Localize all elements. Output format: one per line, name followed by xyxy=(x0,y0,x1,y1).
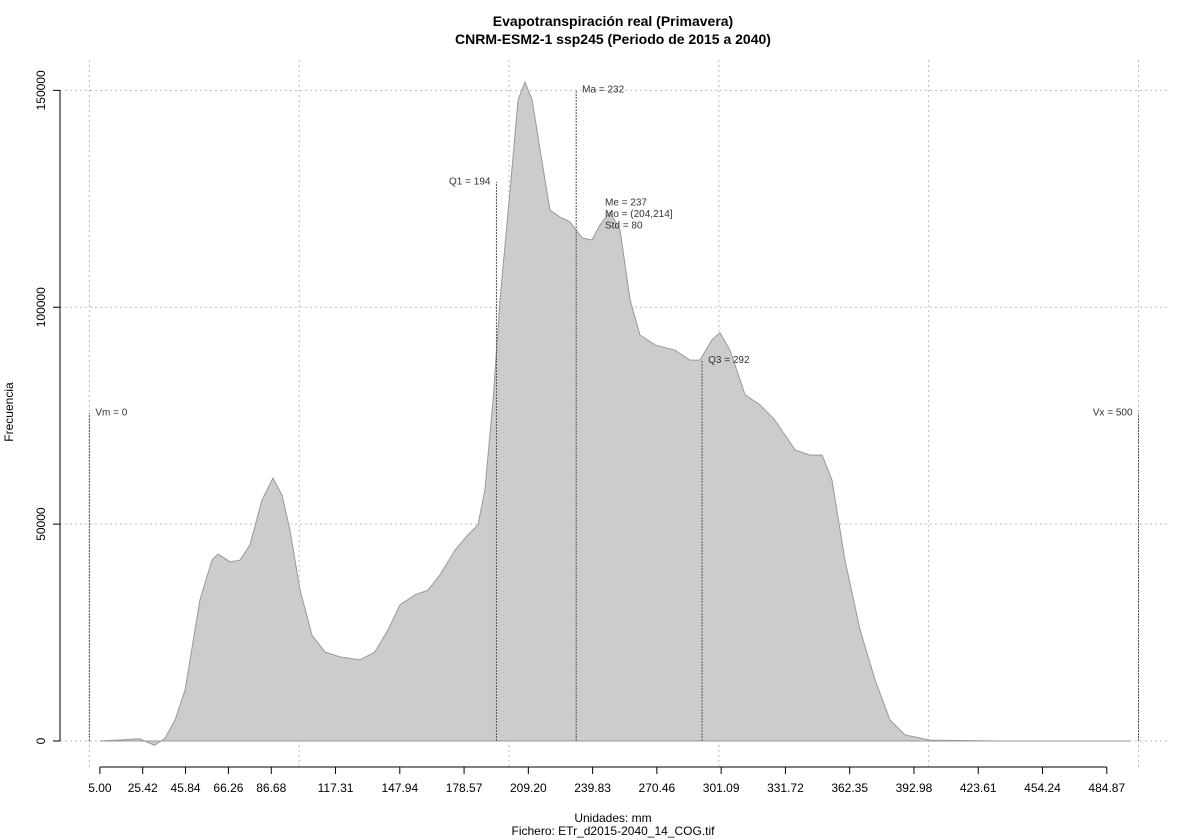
x-tick-label: 66.26 xyxy=(213,781,243,795)
stat-label: Vx = 500 xyxy=(1093,408,1133,419)
x-tick-label: 117.31 xyxy=(318,781,354,795)
stat-label: Q3 = 292 xyxy=(708,355,750,366)
stat-label: Vm = 0 xyxy=(95,408,127,419)
x-tick-label: 423.61 xyxy=(960,781,997,795)
stat-label: Mo = (204,214] xyxy=(605,209,673,220)
x-tick-label: 86.68 xyxy=(256,781,286,795)
x-tick-label: 454.24 xyxy=(1024,781,1061,795)
x-tick-label: 209.20 xyxy=(510,781,547,795)
stat-label: Me = 237 xyxy=(605,198,647,209)
stat-label: Ma = 232 xyxy=(582,85,624,96)
y-tick-label: 100000 xyxy=(34,287,48,327)
chart-title: Evapotranspiración real (Primavera) xyxy=(493,13,733,29)
footer: Fichero: ETr_d2015-2040_14_COG.tif xyxy=(512,824,716,838)
x-tick-label: 392.98 xyxy=(896,781,933,795)
chart-subtitle: CNRM-ESM2-1 ssp245 (Periodo de 2015 a 20… xyxy=(455,31,771,47)
x-tick-label: 301.09 xyxy=(703,781,740,795)
stat-label: Q1 = 194 xyxy=(449,177,491,188)
x-tick-label: 331.72 xyxy=(767,781,804,795)
x-tick-label: 45.84 xyxy=(171,781,201,795)
x-tick-label: 5.00 xyxy=(88,781,112,795)
x-tick-label: 270.46 xyxy=(639,781,676,795)
stat-label: Std = 80 xyxy=(605,221,643,232)
x-tick-label: 239.83 xyxy=(574,781,611,795)
x-tick-label: 25.42 xyxy=(128,781,158,795)
x-axis-label: Unidades: mm xyxy=(574,811,651,825)
density-area xyxy=(99,80,1131,746)
x-tick-label: 362.35 xyxy=(831,781,868,795)
x-tick-label: 147.94 xyxy=(381,781,418,795)
x-tick-label: 178.57 xyxy=(446,781,483,795)
x-tick-label: 484.87 xyxy=(1088,781,1125,795)
y-axis-label: Frecuencia xyxy=(2,382,16,442)
y-tick-label: 150000 xyxy=(34,70,48,110)
y-tick-label: 50000 xyxy=(34,507,48,541)
y-tick-label: 0 xyxy=(34,737,48,744)
